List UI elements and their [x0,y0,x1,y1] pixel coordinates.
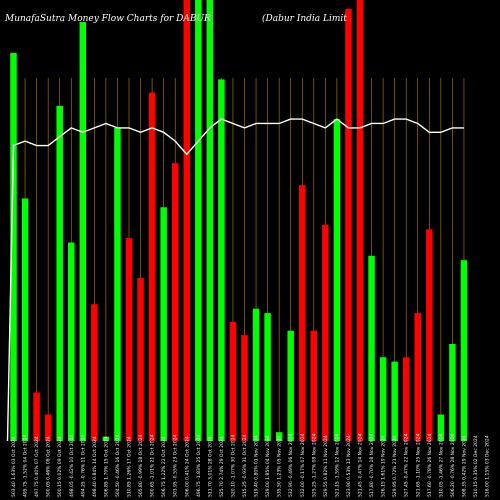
bar [437,414,445,441]
x-tick-label: 519.40 0.80% 01 Nov 2024 [254,435,260,497]
x-tick-label: 535.50 1.23% 05 Nov 2024 [277,435,283,497]
x-tick-label: 506.75 1.22% 22 Oct 2024 [161,436,167,497]
x-tick-label: 511.70 3.01% 28 Oct 2024 [207,436,213,497]
x-tick-label: 517.80 -0.70% 18 Nov 2024 [369,434,375,497]
x-tick-label: 527.45 -0.47% 22 Nov 2024 [404,434,410,497]
bar [333,119,341,441]
x-tick-label: 496.75 -1.83% 25 Oct 2024 [196,435,202,497]
x-tick-label: 510.85 1.26% 17 Oct 2024 [127,436,133,497]
bar [68,242,75,441]
chart-title: MunafaSutra Money Flow Charts for DABUR [4,14,211,24]
x-tick-label: 523.90 0.53% 13 Nov 2024 [346,435,352,497]
chart-subtitle: (Dabur India Limit [262,13,347,24]
x-tick-label: 500.65 -1.01% 21 Oct 2024 [150,435,156,497]
bar [345,8,352,441]
x-tick-label: 498.05 -0.42% 10 Oct 2024 [69,435,75,497]
bar [91,304,98,441]
x-tick-label: 494.25 -0.76% 11 Oct 2024 [80,435,86,497]
bar [379,357,387,441]
bar [195,0,202,441]
x-tick-label: 510.15 0.35% 02 Dec 2024 [473,435,479,497]
bar [391,361,398,441]
bar [114,127,121,441]
bar [426,229,433,441]
bar [460,260,468,441]
x-axis-tick-labels: 503.40 1.63% 03 Oct 2024 495.75 -1.52% 04… [11,434,491,497]
x-tick-label: 521.15 -1.59% 12 Nov 2024 [334,434,340,497]
bar [102,436,110,441]
x-tick-label: 515.25 -0.93% 31 Oct 2024 [242,435,248,497]
x-tick-label: 497.75 0.40% 07 Oct 2024 [34,436,40,497]
x-tick-label: 503.40 1.63% 03 Oct 2024 [11,436,17,497]
bar [449,343,456,441]
x-tick-label: 517.60 -0.78% 26 Nov 2024 [427,434,433,497]
x-tick-label: 532.00 -0.17% 07 Nov 2024 [300,434,306,497]
x-tick-label: 521.45 -0.47% 14 Nov 2024 [358,434,364,497]
bar [229,321,237,441]
x-tick-label: 495.75 -1.52% 04 Oct 2024 [23,435,29,497]
bar [125,238,133,441]
bar [171,163,179,442]
bar [356,0,364,441]
x-tick-label: 498.40 0.84% 14 Oct 2024 [92,436,98,497]
bar [10,52,17,442]
x-tick-label: 516.00 1.15% 03 Dec 2024 [485,435,491,497]
bar [183,0,190,441]
bar [275,432,283,441]
x-tick-label: 525.25 -1.27% 08 Nov 2024 [311,434,317,497]
bar [148,92,156,442]
x-tick-label: 529.95 0.72% 21 Nov 2024 [392,435,398,497]
x-tick-label: 529.00 1.85% 04 Nov 2024 [265,435,271,497]
x-tick-label: 505.80 -0.99% 18 Oct 2024 [138,435,144,497]
bar [218,79,225,441]
bar [21,198,29,441]
bar [402,357,410,441]
x-tick-label: 506.20 -0.76% 28 Nov 2024 [450,434,456,497]
x-tick-label: 500.05 0.46% 08 Oct 2024 [46,436,52,497]
bar [252,308,260,441]
x-tick-label: 520.10 -1.07% 30 Oct 2024 [230,435,236,497]
x-tick-label: 526.15 1.61% 19 Nov 2024 [381,435,387,497]
bar [206,0,214,441]
x-tick-label: 500.15 0.02% 09 Oct 2024 [57,436,63,497]
bar [79,22,87,442]
x-tick-label: 510.05 -1.46% 27 Nov 2024 [438,434,444,497]
bar [160,207,167,441]
money-flow-line [6,118,464,442]
x-tick-label: 532.90 -0.49% 06 Nov 2024 [288,434,294,497]
bar [322,224,329,441]
bar [368,255,375,441]
bar [33,392,40,441]
x-tick-label: 506.85 1.70% 15 Oct 2024 [103,436,109,497]
bar [56,105,63,441]
x-tick-label: 529.55 0.82% 11 Nov 2024 [323,435,329,497]
bar [414,313,421,441]
x-tick-label: 525.70 2.74% 29 Oct 2024 [219,436,225,497]
bars [10,0,468,442]
bar [241,335,248,441]
x-tick-label: 508.35 0.42% 29 Nov 2024 [461,435,467,497]
x-tick-label: 504.50 -0.46% 16 Oct 2024 [115,435,121,497]
bar [44,414,52,441]
x-tick-label: 503.95 -0.55% 23 Oct 2024 [173,435,179,497]
bar [264,313,271,441]
x-tick-label: 521.65 -1.10% 25 Nov 2024 [415,434,421,497]
bar [310,330,318,441]
flow-line-path [6,118,464,442]
bar [299,185,306,441]
x-tick-label: 506.00 0.41% 24 Oct 2024 [184,436,190,497]
bar [287,330,294,441]
bar [137,277,144,441]
